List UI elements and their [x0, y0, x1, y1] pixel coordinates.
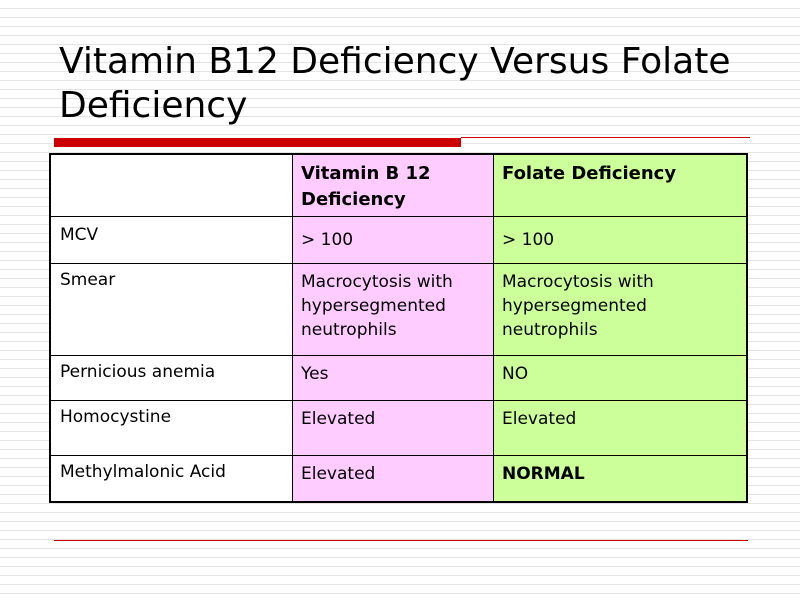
- header-empty-cell: [49, 153, 293, 217]
- header-folate: Folate Deficiency: [493, 153, 748, 217]
- table-row: Smear Macrocytosis with hypersegmented n…: [49, 262, 748, 356]
- table-header-row: Vitamin B 12 Deficiency Folate Deficienc…: [49, 153, 748, 217]
- folate-value: > 100: [493, 215, 748, 264]
- b12-value: Elevated: [292, 454, 494, 503]
- row-label: Homocystine: [49, 399, 293, 456]
- title-underline-line: [461, 137, 750, 138]
- folate-value: Macrocytosis with hypersegmented neutrop…: [493, 262, 748, 356]
- folate-value: NORMAL: [493, 454, 748, 503]
- folate-value: Elevated: [493, 399, 748, 456]
- b12-value: Macrocytosis with hypersegmented neutrop…: [292, 262, 494, 356]
- header-b12: Vitamin B 12 Deficiency: [292, 153, 494, 217]
- b12-value: > 100: [292, 215, 494, 264]
- row-label: Smear: [49, 262, 293, 356]
- header-folate-label: Folate Deficiency: [502, 163, 677, 184]
- row-label: Methylmalonic Acid: [49, 454, 293, 503]
- folate-value: NO: [493, 354, 748, 401]
- table-row: Homocystine Elevated Elevated: [49, 399, 748, 456]
- comparison-table: Vitamin B 12 Deficiency Folate Deficienc…: [49, 153, 748, 503]
- footer-line: [54, 540, 748, 541]
- table-row: Methylmalonic Acid Elevated NORMAL: [49, 454, 748, 503]
- slide-title: Vitamin B12 Deficiency Versus Folate Def…: [59, 41, 731, 126]
- b12-value: Yes: [292, 354, 494, 401]
- table-row: MCV > 100 > 100: [49, 215, 748, 264]
- row-label: MCV: [49, 215, 293, 264]
- b12-value: Elevated: [292, 399, 494, 456]
- header-b12-label: Vitamin B 12 Deficiency: [301, 163, 431, 210]
- row-label: Pernicious anemia: [49, 354, 293, 401]
- title-underline-bar: [54, 138, 461, 147]
- table-row: Pernicious anemia Yes NO: [49, 354, 748, 401]
